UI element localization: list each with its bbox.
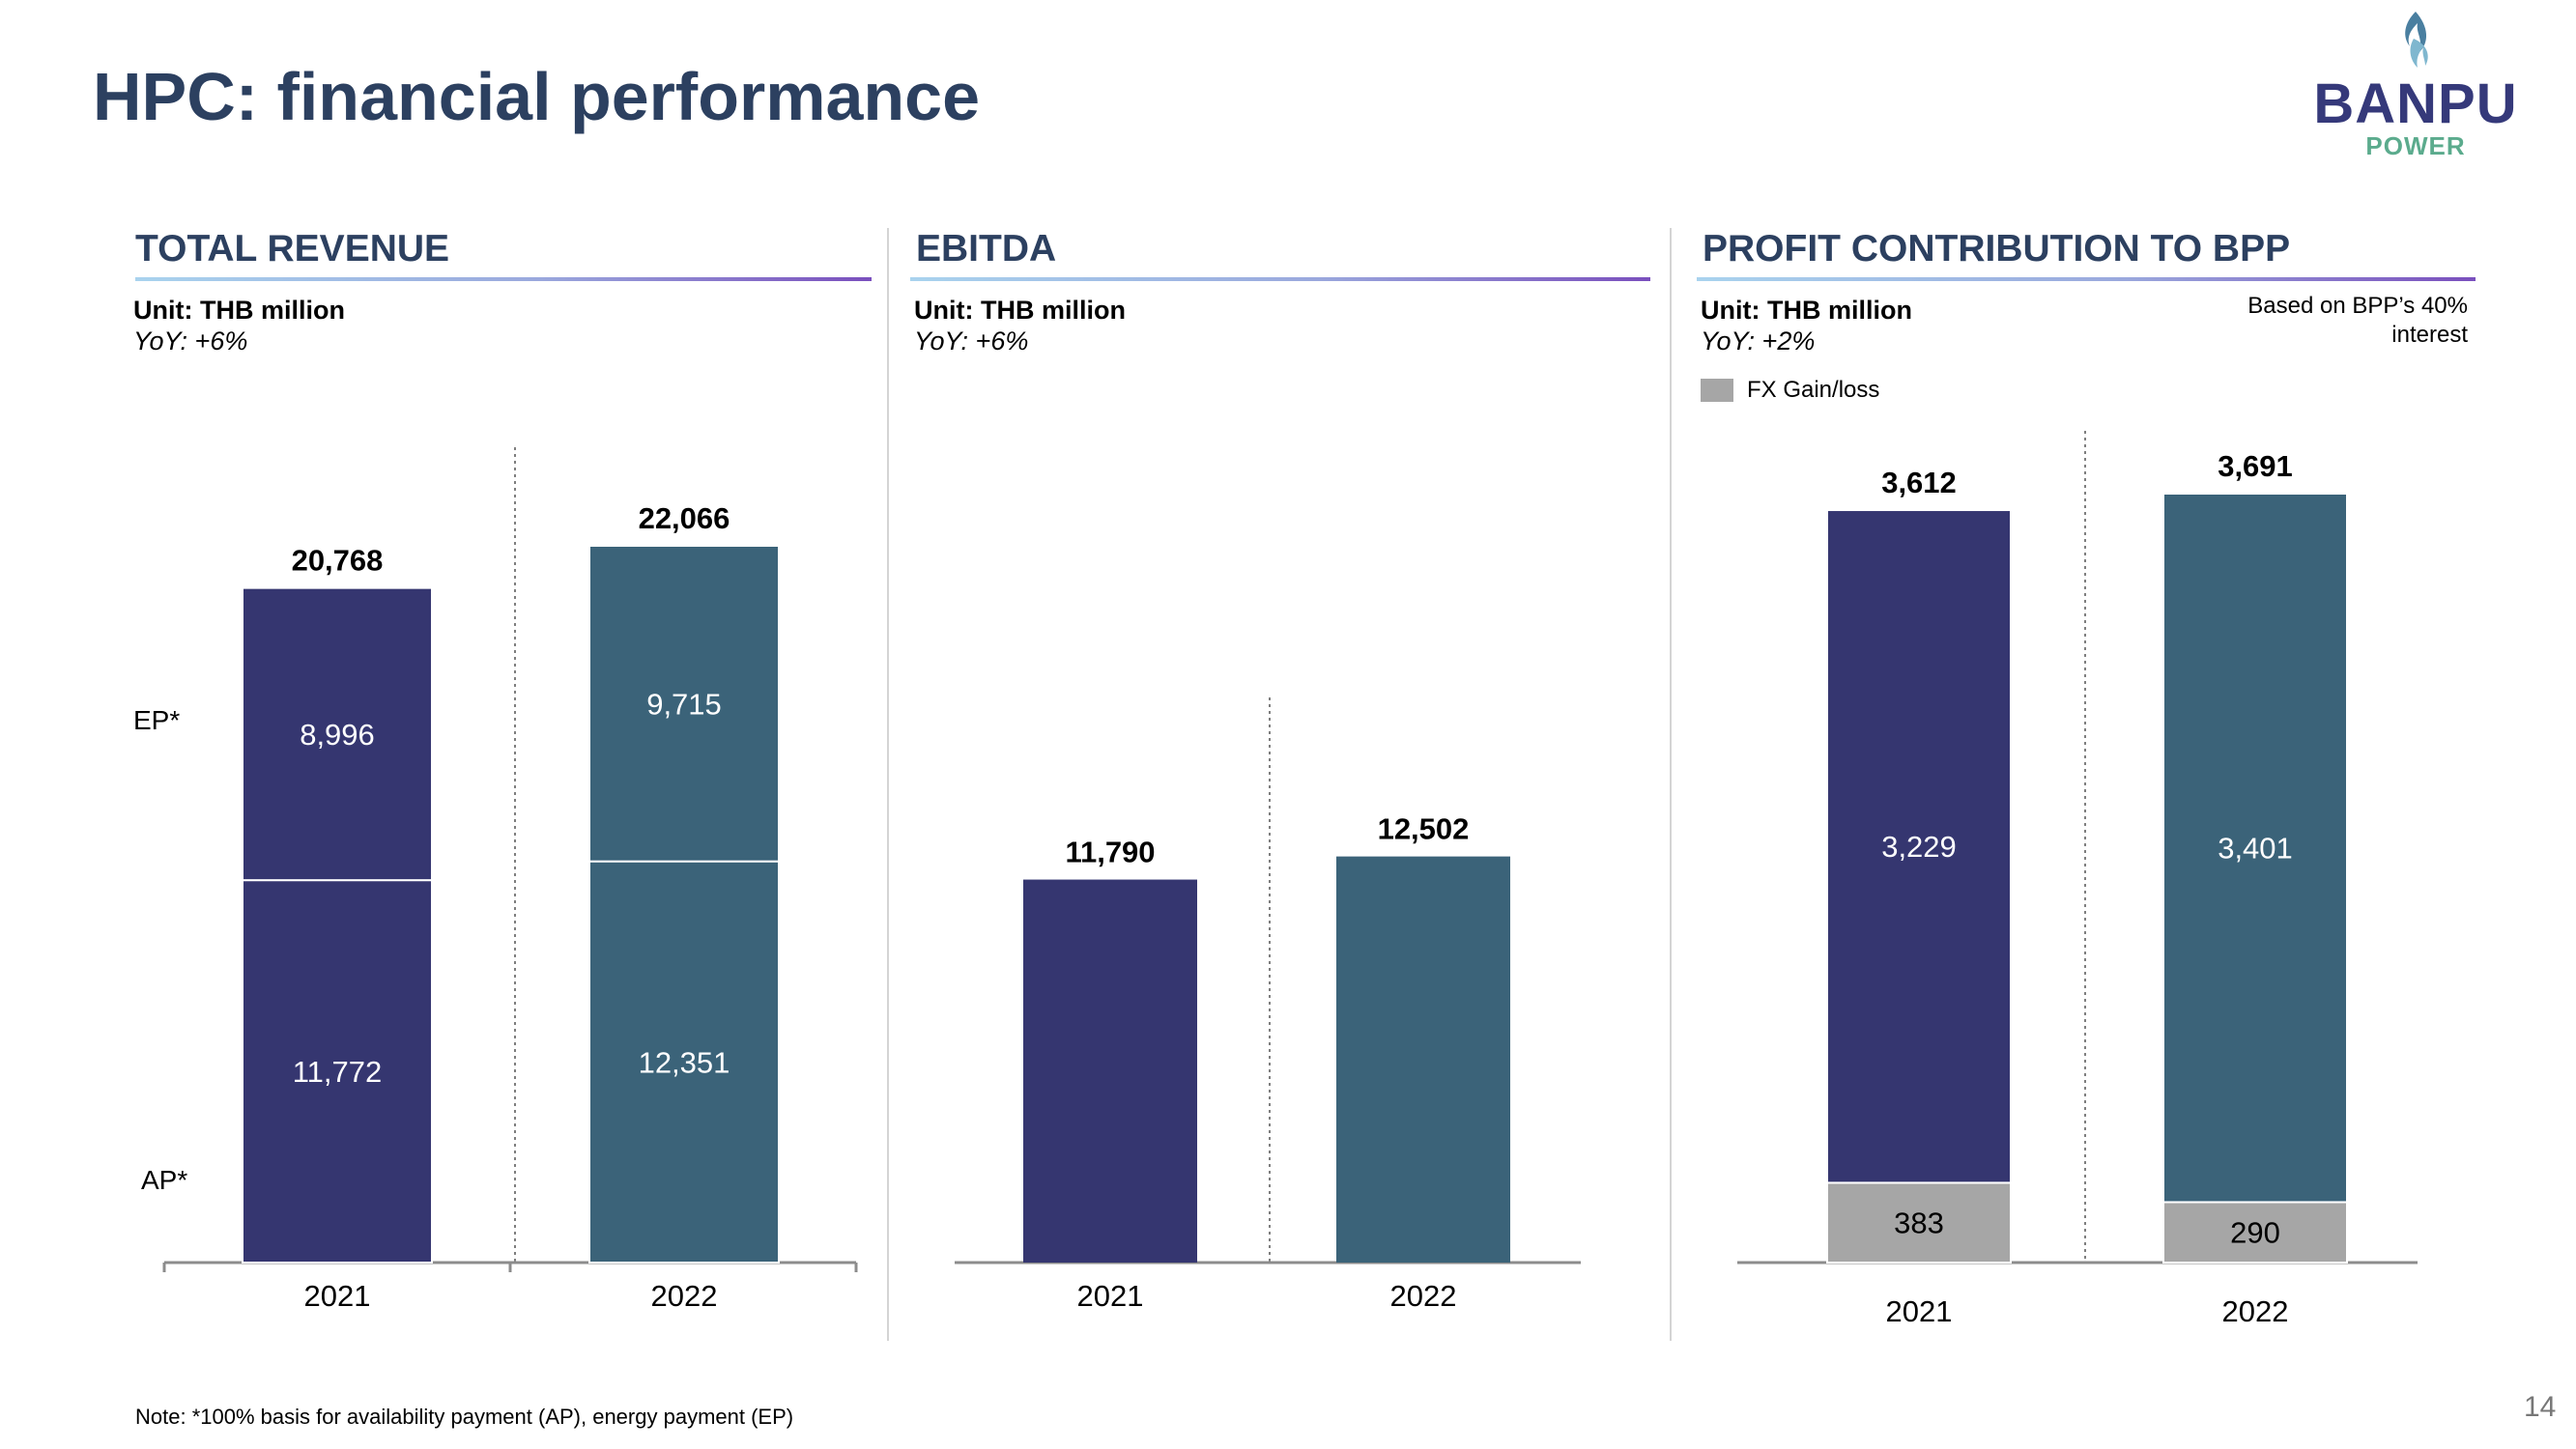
ep-label: EP* <box>133 705 181 735</box>
profit-seg-label-2021-1: 3,229 <box>1881 830 1957 864</box>
revenue-heading: TOTAL REVENUE <box>135 228 450 270</box>
page-title: HPC: financial performance <box>93 59 980 134</box>
panel-separator-1 <box>887 228 889 1341</box>
profit-yoy: YoY: +2% <box>1701 327 1816 355</box>
profit-interest-note-line1: Based on BPP’s 40% <box>2247 293 2468 319</box>
profit-interest-note-line2: interest <box>2391 322 2468 348</box>
revenue-bar-2021-seg-0 <box>242 879 433 1264</box>
revenue-yoy: YoY: +6% <box>133 327 248 355</box>
revenue-total-label-2021: 20,768 <box>292 544 384 578</box>
profit-total-label-2022: 3,691 <box>2218 449 2293 483</box>
profit-unit: Unit: THB million <box>1701 296 1912 325</box>
revenue-seg-label-2022-1: 9,715 <box>646 687 722 721</box>
ebitda-heading-rule <box>910 277 1650 281</box>
ebitda-yoy: YoY: +6% <box>914 327 1029 355</box>
revenue-seg-label-2021-1: 8,996 <box>300 718 375 752</box>
fx-legend-label: FX Gain/loss <box>1747 377 1880 403</box>
ebitda-category-label-2021: 2021 <box>1077 1279 1144 1313</box>
revenue-bar-2022-seg-1 <box>588 545 780 863</box>
revenue-seg-label-2021-0: 11,772 <box>293 1055 383 1089</box>
ebitda-total-label-2021: 11,790 <box>1065 836 1155 869</box>
logo-subtitle: POWER <box>2365 131 2466 160</box>
profit-heading: PROFIT CONTRIBUTION TO BPP <box>1703 228 2291 270</box>
profit-seg-label-2022-0: 290 <box>2230 1216 2280 1250</box>
profit-seg-label-2021-0: 383 <box>1894 1207 1944 1240</box>
profit-bar-2021-seg-0 <box>1826 1181 2012 1264</box>
banpu-power-logo: BANPU POWER <box>2300 10 2532 164</box>
ap-label: AP* <box>141 1165 188 1195</box>
footnote: Note: *100% basis for availability payme… <box>135 1405 794 1429</box>
profit-bar-2022-seg-1 <box>2162 493 2348 1204</box>
revenue-unit: Unit: THB million <box>133 296 345 325</box>
revenue-bar-2021-seg-1 <box>242 586 433 882</box>
ebitda-category-label-2022: 2022 <box>1390 1279 1457 1313</box>
revenue-category-label-2022: 2022 <box>651 1279 718 1313</box>
revenue-total-label-2022: 22,066 <box>639 501 730 535</box>
profit-bar-2021-seg-1 <box>1826 509 2012 1184</box>
ebitda-unit: Unit: THB million <box>914 296 1126 325</box>
panel-separator-2 <box>1670 228 1672 1341</box>
flame-icon <box>2405 12 2428 68</box>
revenue-bar-2022-seg-0 <box>588 860 780 1264</box>
profit-seg-label-2022-1: 3,401 <box>2218 832 2293 866</box>
page-number: 14 <box>2524 1391 2557 1423</box>
profit-total-label-2021: 3,612 <box>1881 466 1957 499</box>
profit-heading-rule <box>1697 277 2476 281</box>
profit-category-label-2022: 2022 <box>2222 1294 2289 1328</box>
profit-category-label-2021: 2021 <box>1886 1294 1953 1328</box>
revenue-seg-label-2022-0: 12,351 <box>639 1045 730 1079</box>
ebitda-bar-2022 <box>1336 856 1510 1263</box>
revenue-heading-rule <box>135 277 872 281</box>
logo-wordmark: BANPU <box>2313 72 2518 135</box>
ebitda-heading: EBITDA <box>916 228 1057 270</box>
profit-bar-2022-seg-0 <box>2162 1201 2348 1264</box>
revenue-category-label-2021: 2021 <box>304 1279 371 1313</box>
fx-legend-swatch <box>1701 379 1733 402</box>
ebitda-total-label-2022: 12,502 <box>1378 812 1470 846</box>
profit-interest-note: Based on BPP’s 40% interest <box>2174 292 2468 350</box>
ebitda-bar-2021 <box>1023 879 1197 1263</box>
